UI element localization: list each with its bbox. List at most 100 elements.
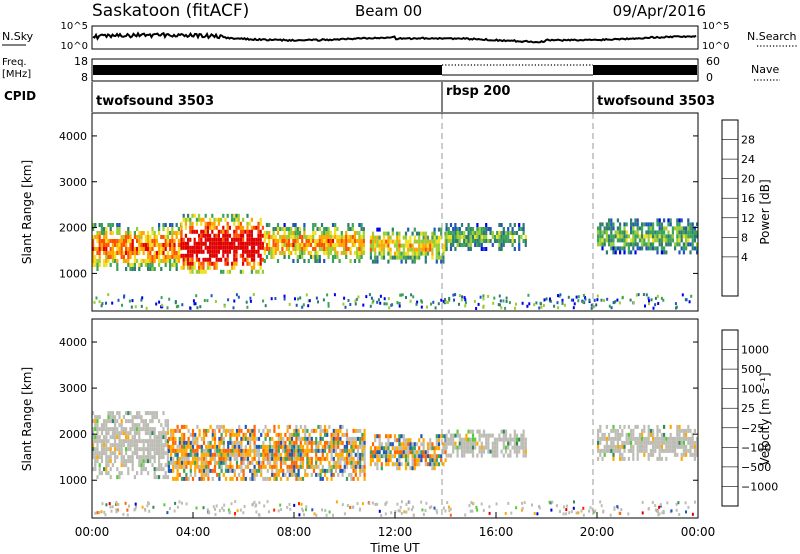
echo-cell <box>296 259 299 263</box>
echo-cell <box>632 432 635 437</box>
echo-cell <box>231 245 234 250</box>
echo-cell <box>198 265 201 270</box>
echo-cell <box>363 460 366 465</box>
echo-cell <box>127 231 130 235</box>
echo-cell <box>200 269 203 274</box>
echo-cell <box>557 294 559 298</box>
echo-cell <box>176 424 179 429</box>
echo-cell <box>502 231 505 235</box>
echo-cell <box>491 453 494 458</box>
echo-cell <box>169 436 173 441</box>
echo-cell <box>458 437 461 442</box>
echo-cell <box>220 269 223 274</box>
echo-cell <box>654 444 657 449</box>
echo-cell <box>358 259 361 263</box>
echo-cell <box>339 460 342 465</box>
echo-cell <box>660 456 663 461</box>
echo-cell <box>103 251 106 255</box>
echo-cell <box>162 455 165 460</box>
echo-cell <box>281 239 284 243</box>
echo-cell <box>378 251 381 256</box>
echo-cell <box>619 512 622 515</box>
echo-cell <box>96 267 99 271</box>
echo-cell <box>125 459 128 464</box>
echo-cell <box>315 444 318 449</box>
echo-cell <box>144 455 147 460</box>
echo-cell <box>404 239 408 244</box>
nave-tick-bottom: 0 <box>706 71 713 84</box>
echo-cell <box>149 239 152 243</box>
echo-cell <box>246 213 249 218</box>
echo-cell <box>175 255 178 259</box>
echo-cell <box>222 424 225 429</box>
echo-cell <box>286 424 289 429</box>
echo-cell <box>96 259 99 263</box>
echo-cell <box>175 231 178 235</box>
echo-cell <box>238 464 241 469</box>
echo-cell <box>111 419 114 424</box>
echo-cell <box>107 259 110 263</box>
y-tick-label: 4000 <box>59 130 87 143</box>
echo-cell <box>402 442 405 447</box>
echo-cell <box>263 239 266 243</box>
echo-cell <box>489 227 492 231</box>
echo-cell <box>244 257 247 262</box>
echo-cell <box>677 501 680 505</box>
echo-cell <box>610 234 613 239</box>
echo-cell <box>396 235 399 240</box>
echo-cell <box>597 456 600 461</box>
echo-cell <box>180 464 184 469</box>
echo-cell <box>118 447 121 452</box>
echo-cell <box>255 269 258 274</box>
echo-cell <box>662 509 665 513</box>
echo-cell <box>125 231 128 235</box>
echo-cell <box>619 456 622 461</box>
echo-cell <box>660 234 663 239</box>
echo-cell <box>354 468 357 473</box>
echo-cell <box>240 444 243 449</box>
echo-cell <box>115 501 118 504</box>
echo-cell <box>323 468 327 473</box>
echo-cell <box>522 227 525 231</box>
echo-cell <box>304 472 307 477</box>
echo-cell <box>415 302 418 306</box>
echo-cell <box>240 428 243 433</box>
echo-cell <box>140 259 143 263</box>
echo-cell <box>131 263 134 267</box>
echo-cell <box>605 444 608 449</box>
echo-cell <box>299 464 302 469</box>
echo-cell <box>332 440 335 445</box>
echo-cell <box>411 243 414 248</box>
echo-cell <box>616 226 619 231</box>
echo-cell <box>304 432 307 437</box>
echo-cell <box>360 235 363 239</box>
echo-cell <box>164 419 167 424</box>
echo-cell <box>331 235 335 239</box>
echo-cell <box>654 234 657 239</box>
echo-cell <box>656 510 659 513</box>
echo-cell <box>166 475 169 480</box>
echo-cell <box>194 456 197 461</box>
echo-cell <box>412 513 415 517</box>
echo-cell <box>599 500 602 504</box>
echo-cell <box>175 259 178 263</box>
echo-cell <box>144 243 147 247</box>
echo-cell <box>127 455 130 460</box>
echo-cell <box>374 438 377 443</box>
echo-cell <box>652 432 655 437</box>
echo-cell <box>345 440 349 445</box>
echo-cell <box>404 235 408 240</box>
echo-cell <box>387 434 390 439</box>
echo-cell <box>246 245 249 250</box>
echo-cell <box>475 307 478 310</box>
echo-cell <box>435 235 438 240</box>
echo-cell <box>114 259 117 263</box>
echo-cell <box>226 213 229 218</box>
echo-cell <box>211 261 214 266</box>
echo-cell <box>253 261 256 266</box>
echo-cell <box>422 243 425 248</box>
echo-cell <box>111 443 114 448</box>
echo-cell <box>205 456 208 461</box>
echo-cell <box>354 436 357 441</box>
echo-cell <box>418 243 421 248</box>
